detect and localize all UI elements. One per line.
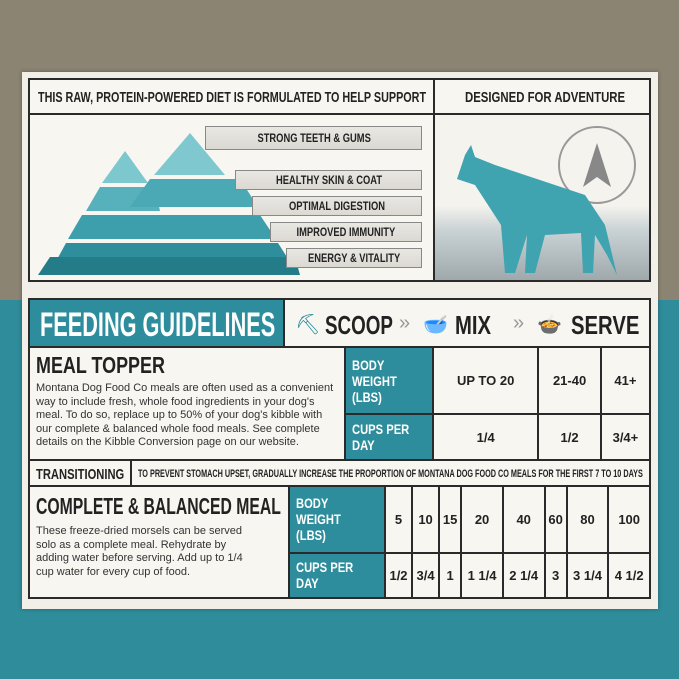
weight-cell: 10 xyxy=(411,485,441,554)
benefit-tag: HEALTHY SKIN & COAT xyxy=(235,170,422,190)
cups-cell: 3/4+ xyxy=(599,413,652,461)
transition-text-box: TO PREVENT STOMACH UPSET, GRADUALLY INCR… xyxy=(130,459,651,487)
benefits-header: THIS RAW, PROTEIN-POWERED DIET IS FORMUL… xyxy=(28,78,435,115)
feeding-title-box: FEEDING GUIDELINES xyxy=(28,298,285,348)
feeding-title: FEEDING GUIDELINES xyxy=(40,306,276,344)
transition-label-box: TRANSITIONING xyxy=(28,459,132,487)
benefit-tag: IMPROVED IMMUNITY xyxy=(270,222,422,242)
cups-cell: 3/4 xyxy=(411,551,441,600)
step-mix: MIX xyxy=(455,310,492,340)
weight-cell: 41+ xyxy=(599,345,652,416)
cups-cell: 1 1/4 xyxy=(460,551,504,600)
steps-bar: ⛏ SCOOP » 🥣 MIX » 🍲 SERVE xyxy=(283,298,651,348)
transition-text: TO PREVENT STOMACH UPSET, GRADUALLY INCR… xyxy=(138,468,643,480)
compass-icon xyxy=(558,126,636,204)
meal-topper-panel: MEAL TOPPER Montana Dog Food Co meals ar… xyxy=(28,346,346,461)
adventure-panel xyxy=(433,113,651,282)
meal-topper-text: Montana Dog Food Co meals are often used… xyxy=(36,382,334,448)
cups-cell: 3 1/4 xyxy=(565,551,610,600)
cups-cell: 4 1/2 xyxy=(607,551,651,600)
weight-cell: 5 xyxy=(383,485,414,554)
weight-cell: 60 xyxy=(543,485,568,554)
pyramid-graphic xyxy=(38,133,300,275)
dog-bowl-icon: 🍲 xyxy=(537,314,562,336)
weight-cell: 80 xyxy=(565,485,610,554)
chevron-icon: » xyxy=(399,312,411,334)
meal-topper-title: MEAL TOPPER xyxy=(36,352,165,378)
weight-cell: UP TO 20 xyxy=(431,345,540,416)
complete-meal-text: These freeze-dried morsels can be served… xyxy=(36,525,243,578)
complete-meal-table: BODY WEIGHT (LBS) 5 10 15 20 40 60 80 100 CUPS P… xyxy=(288,485,651,600)
weight-cell: 15 xyxy=(438,485,463,554)
benefit-tag: STRONG TEETH & GUMS xyxy=(205,126,422,150)
benefits-heading: THIS RAW, PROTEIN-POWERED DIET IS FORMUL… xyxy=(38,89,427,106)
scoop-icon: ⛏ xyxy=(295,314,321,336)
benefits-panel: STRONG TEETH & GUMS HEALTHY SKIN & COAT … xyxy=(28,113,435,282)
cups-cell: 1/4 xyxy=(431,413,540,461)
wolf-silhouette xyxy=(457,126,636,275)
weight-cell: 100 xyxy=(607,485,651,554)
transition-label: TRANSITIONING xyxy=(36,466,125,483)
mix-bowl-icon: 🥣 xyxy=(423,314,448,336)
cups-cell: 3 xyxy=(543,551,568,600)
chevron-icon: » xyxy=(513,312,525,334)
weight-cell: 40 xyxy=(501,485,546,554)
infographic-card: THIS RAW, PROTEIN-POWERED DIET IS FORMUL… xyxy=(22,72,658,609)
cups-cell: 1/2 xyxy=(537,413,602,461)
weight-cell: 20 xyxy=(460,485,504,554)
weight-cell: 21-40 xyxy=(537,345,602,416)
step-scoop: SCOOP xyxy=(325,310,393,340)
complete-meal-panel: COMPLETE & BALANCED MEAL These freeze-dr… xyxy=(28,485,290,599)
cups-cell: 1/2 xyxy=(383,551,414,600)
benefit-tag: OPTIMAL DIGESTION xyxy=(252,196,422,216)
step-serve: SERVE xyxy=(571,310,640,340)
cups-cell: 1 xyxy=(438,551,463,600)
benefit-tag: ENERGY & VITALITY xyxy=(286,248,422,268)
cups-cell: 2 1/4 xyxy=(501,551,546,600)
adventure-header: DESIGNED FOR ADVENTURE xyxy=(433,78,651,115)
adventure-heading: DESIGNED FOR ADVENTURE xyxy=(465,89,626,106)
complete-meal-title: COMPLETE & BALANCED MEAL xyxy=(36,493,281,519)
meal-topper-table: BODY WEIGHT (LBS) UP TO 20 21-40 41+ CUPS … xyxy=(344,345,652,461)
